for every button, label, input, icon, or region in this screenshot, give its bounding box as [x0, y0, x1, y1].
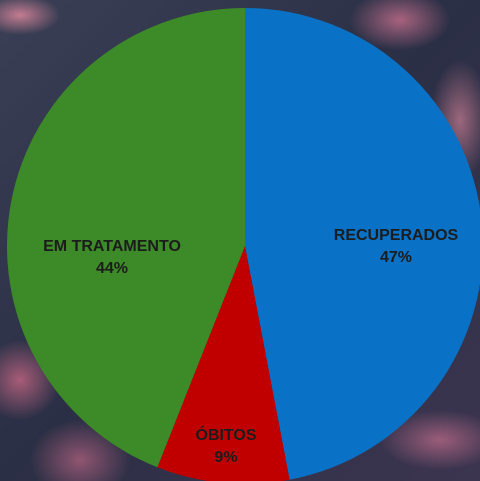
- category-label: RECUPERADOS: [334, 225, 458, 247]
- value-label: 44%: [43, 258, 181, 280]
- category-label: EM TRATAMENTO: [43, 236, 181, 258]
- value-label: 9%: [195, 447, 256, 469]
- category-label: ÓBITOS: [195, 425, 256, 447]
- chart: RECUPERADOS47% ÓBITOS9% EM TRATAMENTO44%: [0, 0, 480, 481]
- value-label: 47%: [334, 247, 458, 269]
